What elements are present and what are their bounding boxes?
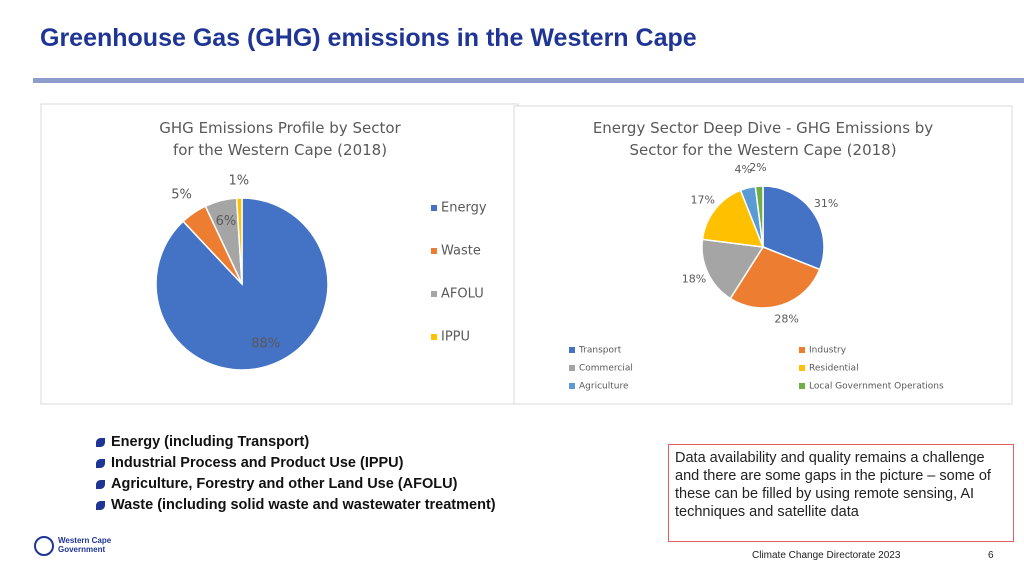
- logo: Western Cape Government: [34, 536, 112, 556]
- pie-slice: [235, 197, 243, 285]
- legend-label: Waste: [441, 244, 481, 259]
- data-label: 5%: [171, 188, 192, 203]
- bullet-list: Energy (including Transport) Industrial P…: [96, 432, 496, 516]
- data-label: 88%: [251, 336, 280, 351]
- legend-swatch: [799, 347, 805, 353]
- bullet: Industrial Process and Product Use (IPPU…: [96, 453, 496, 474]
- pie-slice: [701, 238, 765, 300]
- data-label: 17%: [691, 193, 715, 206]
- legend-label: Agriculture: [579, 382, 629, 392]
- bullet: Energy (including Transport): [96, 432, 496, 453]
- chart-title: Energy Sector Deep Dive - GHG Emissions …: [593, 119, 933, 159]
- legend-swatch: [569, 347, 575, 353]
- logo-text: Government: [58, 545, 106, 554]
- legend-swatch: [431, 334, 437, 340]
- legend-swatch: [569, 383, 575, 389]
- footer-text: Climate Change Directorate 2023: [752, 550, 901, 561]
- data-label: 1%: [228, 173, 249, 188]
- legend-swatch: [431, 291, 437, 297]
- data-label: 18%: [682, 272, 706, 285]
- bullet: Agriculture, Forestry and other Land Use…: [96, 474, 496, 495]
- legend-swatch: [431, 205, 437, 211]
- legend-label: AFOLU: [441, 287, 484, 302]
- legend-label: Energy: [441, 201, 487, 216]
- legend-swatch: [431, 248, 437, 254]
- data-label: 28%: [774, 313, 798, 326]
- slide-title: Greenhouse Gas (GHG) emissions in the We…: [40, 24, 697, 52]
- pie-slice: [729, 246, 821, 309]
- page-number: 6: [988, 550, 994, 561]
- pie-slice: [754, 185, 764, 248]
- legend-label: Residential: [809, 364, 859, 374]
- legend-swatch: [799, 365, 805, 371]
- legend-label: IPPU: [441, 330, 470, 345]
- data-label: 31%: [814, 197, 838, 210]
- data-label: 2%: [749, 161, 766, 174]
- logo-text: Western Cape: [58, 536, 112, 545]
- note-box: Data availability and quality remains a …: [668, 444, 1014, 542]
- chart-title: GHG Emissions Profile by Sector for the W…: [159, 119, 401, 159]
- data-label: 6%: [216, 214, 237, 229]
- data-label: 4%: [735, 163, 752, 176]
- pie-slice: [762, 185, 825, 271]
- legend-label: Commercial: [579, 364, 633, 374]
- legend-swatch: [569, 365, 575, 371]
- divider: [33, 78, 1024, 83]
- legend-label: Local Government Operations: [809, 382, 944, 392]
- legend-swatch: [799, 383, 805, 389]
- legend-label: Transport: [578, 346, 622, 356]
- legend-label: Industry: [809, 346, 847, 356]
- pie-slice: [701, 189, 765, 248]
- bullet: Waste (including solid waste and wastewa…: [96, 495, 496, 516]
